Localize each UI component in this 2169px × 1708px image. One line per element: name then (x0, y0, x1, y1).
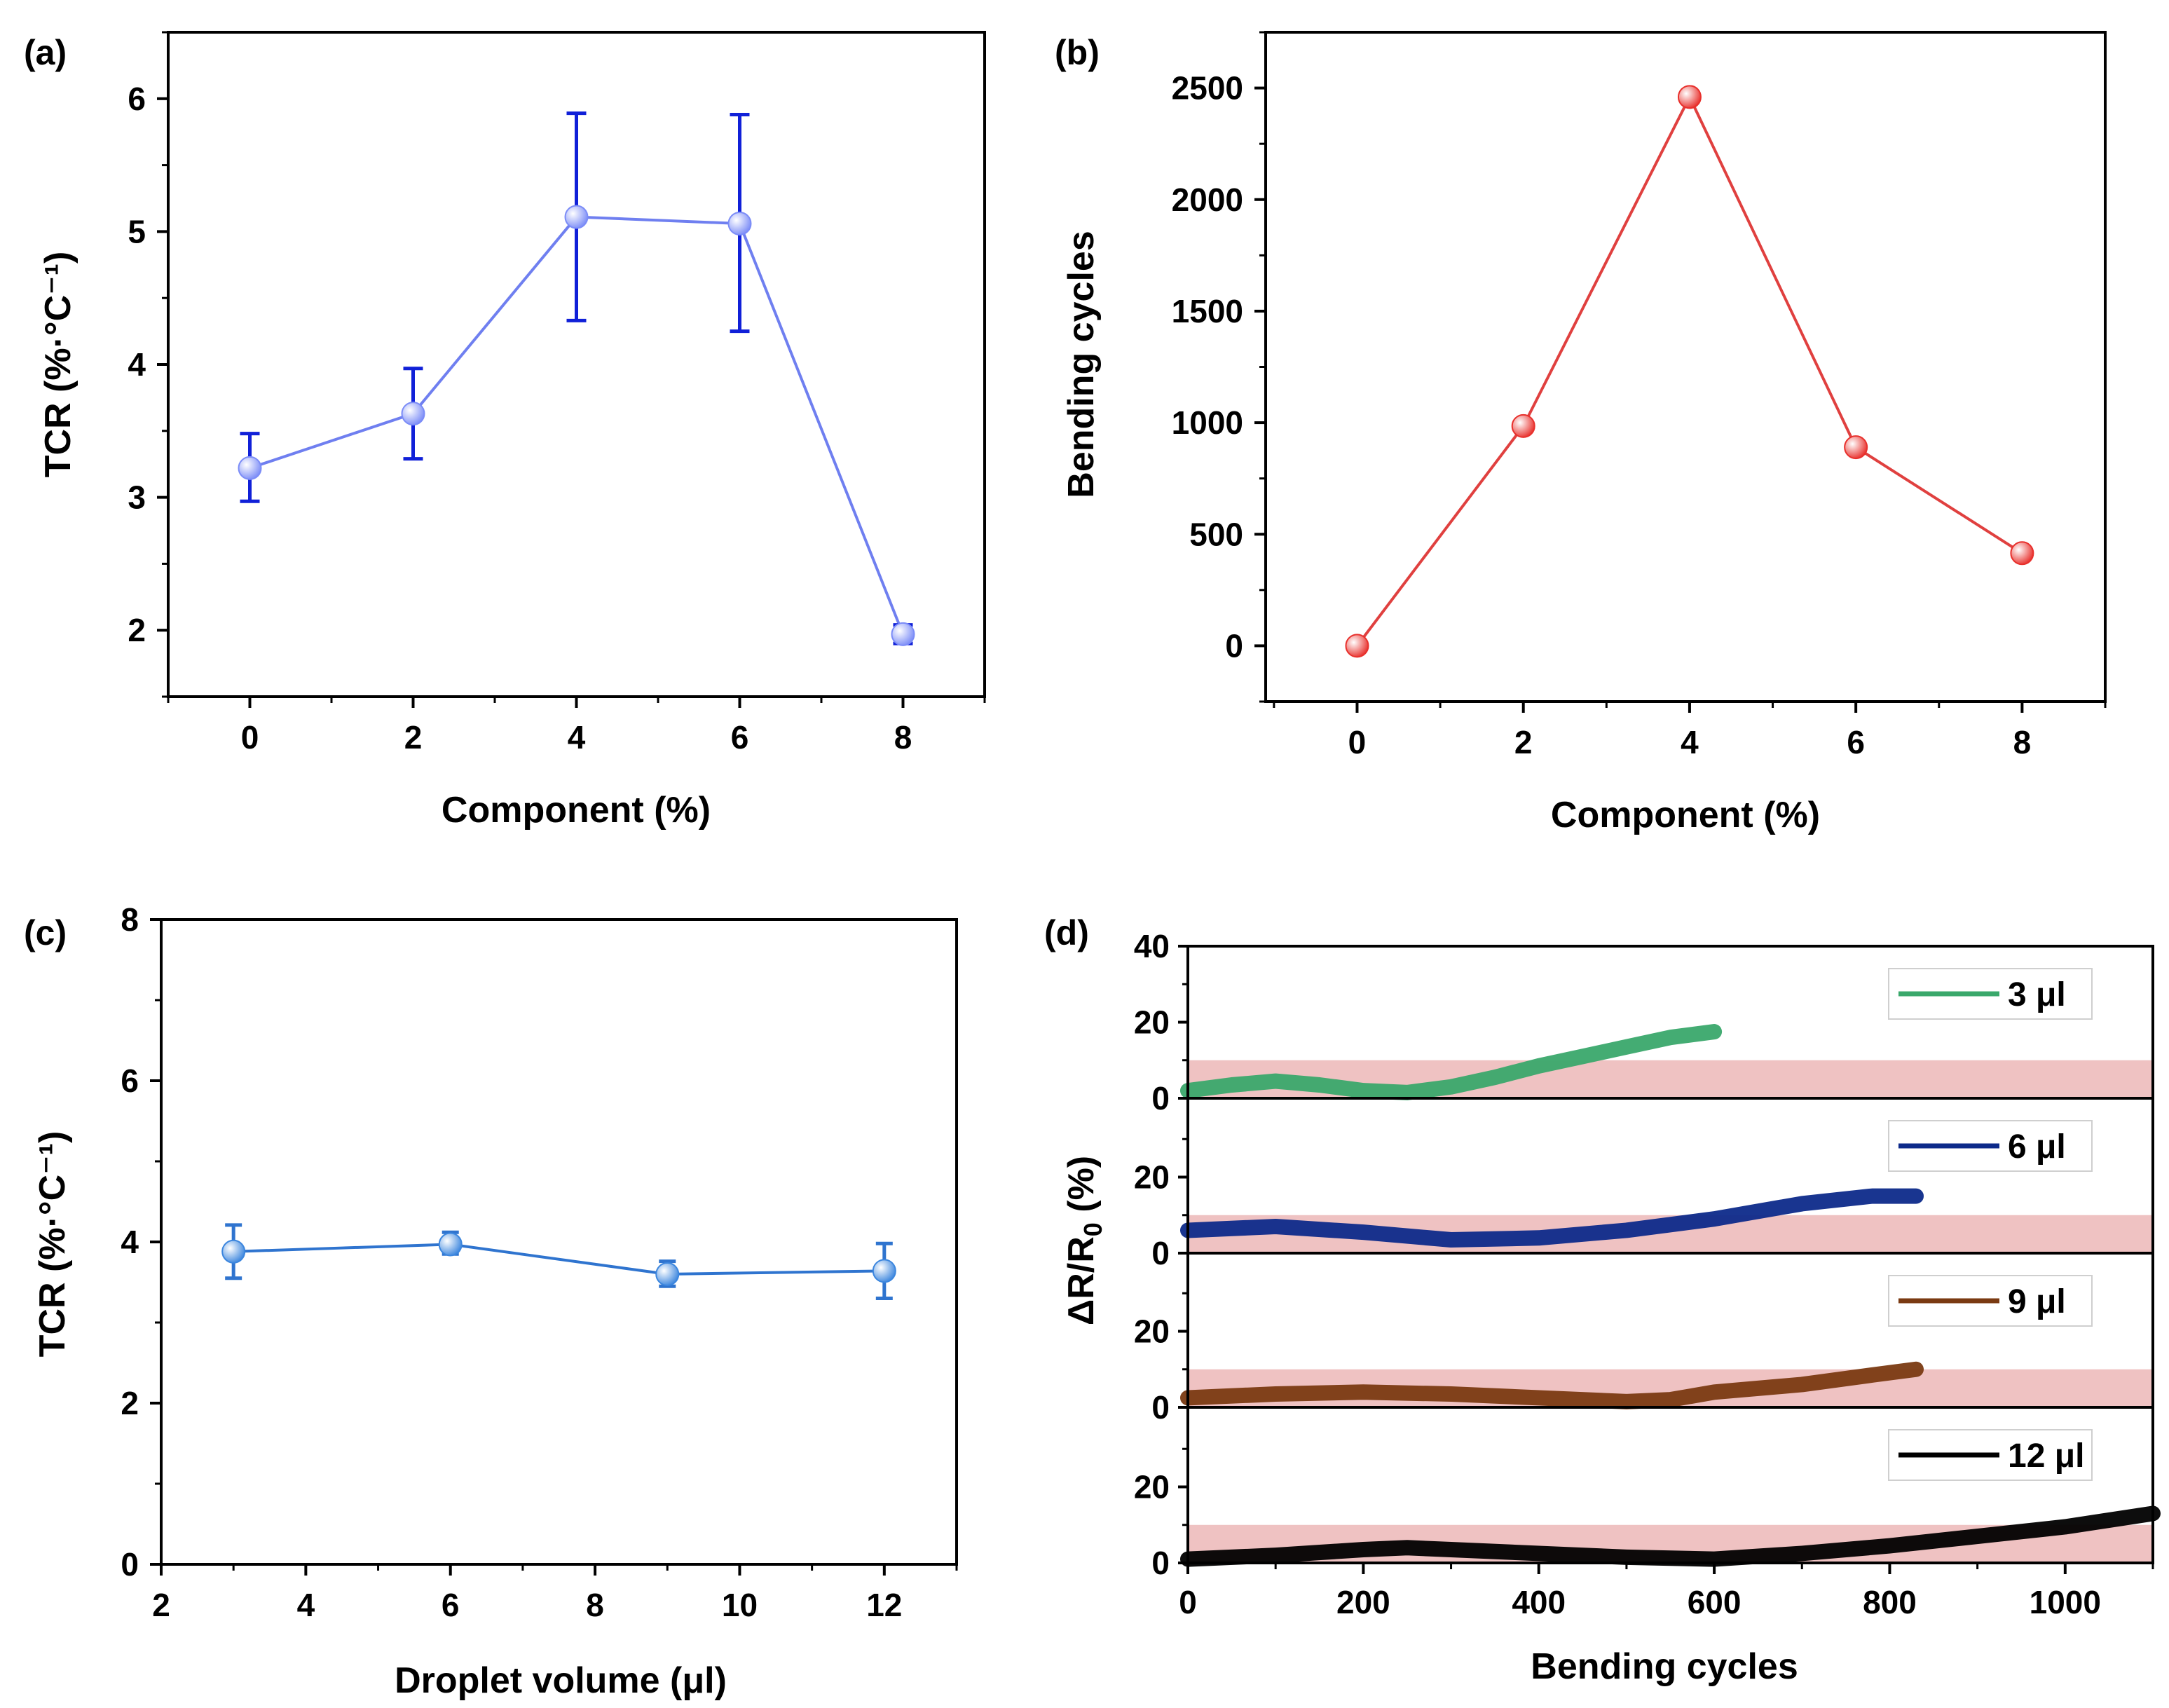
panel-d-series-line (1180, 1024, 1723, 1100)
panel-a-y-tick-label: 5 (128, 213, 146, 250)
panel-d-y-tick-label: 20 (1134, 1159, 1170, 1196)
panel-d-series-line (1180, 1505, 2161, 1567)
panel-a-data-point (238, 456, 262, 480)
panel-c-y-tick-label: 6 (121, 1063, 139, 1099)
panel-a-x-tick-label: 0 (241, 719, 259, 756)
panel-b-y-tick-label: 2500 (1172, 70, 1243, 107)
panel-d-x-tick-label: 400 (1512, 1584, 1566, 1620)
panel-b-x-axis-title: Component (%) (1551, 795, 1820, 835)
panel-d-y-tick-label: 40 (1134, 928, 1170, 964)
panel-c-x-tick-label: 4 (297, 1587, 315, 1623)
panel-d-y-tick-label: 0 (1151, 1235, 1170, 1271)
panel-a-x-tick-label: 4 (568, 719, 586, 756)
panel-c-plot-frame (160, 918, 958, 1566)
panel-b-x-tick-label: 6 (1847, 724, 1865, 760)
panel-b-data-point (1844, 435, 1868, 460)
panel-b-data-point (1511, 414, 1535, 438)
panel-c-data-point (655, 1262, 680, 1286)
panel-c-data-point (872, 1259, 896, 1283)
panel-b-x-tick-label: 0 (1348, 724, 1367, 760)
panel-a-x-tick-label: 2 (404, 719, 423, 756)
panel-c-x-axis-title: Droplet volume (μl) (395, 1660, 727, 1701)
panel-c-x-tick-label: 2 (152, 1587, 170, 1623)
panel-a-data-point (564, 205, 589, 229)
panel-a-x-tick-label: 6 (731, 719, 749, 756)
panel-d-x-tick-label: 0 (1179, 1584, 1197, 1620)
panel-c-data-point (221, 1239, 246, 1264)
panel-b-y-tick-label: 2000 (1172, 182, 1243, 218)
panel-d-x-tick-label: 200 (1336, 1584, 1390, 1620)
panel-d-legend-label: 6 μl (2008, 1128, 2066, 1166)
panel-b-x-tick-label: 4 (1681, 724, 1699, 760)
panel-d-y-tick-label: 20 (1134, 1313, 1170, 1350)
panel-b-y-tick-label: 500 (1189, 516, 1243, 552)
panel-d-y-tick-label: 0 (1151, 1545, 1170, 1581)
panel-d-legend-label: 3 μl (2008, 976, 2066, 1013)
panel-b-bending-vs-component: (b) 0 2 4 6 8 0 500 1000 1500 2000 2500 Component … (1055, 31, 2107, 835)
panel-d-y-tick-label: 20 (1134, 1004, 1170, 1041)
panel-b-series-line (1355, 93, 2023, 647)
panel-c-x-tick-label: 10 (722, 1587, 758, 1623)
panel-d-y-tick-label: 0 (1151, 1080, 1170, 1116)
panel-d-y-axis-title-subscript: 0 (1079, 1222, 1107, 1236)
panel-d-series-line (1180, 1361, 1924, 1409)
panel-a-y-axis-title: TCR (%·°C⁻¹) (38, 252, 78, 478)
panel-c-series-line (233, 1243, 884, 1276)
panel-d-y-axis-title-unit: (%) (1061, 1156, 1102, 1222)
panel-c-y-axis-title: TCR (%·°C⁻¹) (32, 1131, 73, 1358)
panel-c-y-tick-label: 2 (121, 1385, 139, 1421)
panel-c-x-tick-label: 8 (586, 1587, 604, 1623)
panel-d-legend-label: 9 μl (2008, 1283, 2066, 1320)
panel-a-x-axis-title: Component (%) (442, 790, 711, 831)
panel-c-y-tick-label: 0 (121, 1546, 139, 1583)
panel-d-resistance-change-stack: (d) 0 20 40 3 μl 0 20 6 μl 0 20 9 μl 0 20 12 μl 0 200 4… (1044, 913, 2161, 1687)
panel-b-y-tick-label: 0 (1225, 627, 1243, 664)
panel-c-y-tick-label: 4 (121, 1224, 139, 1260)
panel-d-label: (d) (1044, 913, 1089, 952)
panel-b-x-tick-label: 2 (1514, 724, 1533, 760)
panel-c-y-tick-label: 8 (121, 901, 139, 938)
panel-a-y-tick-label: 2 (128, 612, 146, 648)
panel-d-x-tick-label: 600 (1688, 1584, 1742, 1620)
panel-a-y-tick-label: 3 (128, 479, 146, 516)
panel-d-series-line (1180, 1188, 1924, 1248)
panel-b-data-point (1677, 85, 1702, 109)
panel-b-data-point (2010, 541, 2034, 566)
panel-a-x-tick-label: 8 (894, 719, 912, 756)
panel-a-y-tick-label: 6 (128, 81, 146, 117)
panel-d-y-tick-label: 0 (1151, 1389, 1170, 1426)
panel-a-data-point (727, 212, 752, 236)
panel-d-subplot-frame (1186, 1406, 2154, 1564)
panel-c-label: (c) (24, 913, 67, 952)
panel-b-y-tick-label: 1000 (1172, 404, 1243, 441)
panel-a-y-tick-label: 4 (128, 346, 146, 383)
panel-d-x-tick-label: 800 (1863, 1584, 1917, 1620)
panel-b-y-tick-label: 1500 (1172, 293, 1243, 329)
panel-d-x-axis-title: Bending cycles (1531, 1646, 1798, 1687)
panel-b-y-axis-title: Bending cycles (1061, 231, 1102, 498)
panel-b-label: (b) (1055, 33, 1100, 72)
panel-d-y-axis-title: ΔR/R0 (%) (1061, 1156, 1107, 1325)
panel-a-tcr-vs-component: (a) 0 2 4 6 8 2 3 4 5 6 Component (%) TCR (%·°C⁻¹… (24, 31, 986, 831)
panel-c-x-tick-label: 12 (866, 1587, 902, 1623)
panel-a-data-point (401, 402, 425, 426)
panel-d-x-tick-label: 1000 (2030, 1584, 2101, 1620)
panel-c-x-tick-label: 6 (442, 1587, 460, 1623)
panel-c-data-point (438, 1232, 463, 1257)
panel-b-data-point (1345, 634, 1369, 658)
panel-a-data-point (891, 622, 915, 646)
panel-b-x-tick-label: 8 (2013, 724, 2032, 760)
panel-d-legend-label: 12 μl (2008, 1437, 2084, 1475)
panel-a-label: (a) (24, 33, 67, 72)
panel-d-y-axis-title-main: ΔR/R (1061, 1236, 1102, 1325)
panel-d-y-tick-label: 20 (1134, 1469, 1170, 1505)
